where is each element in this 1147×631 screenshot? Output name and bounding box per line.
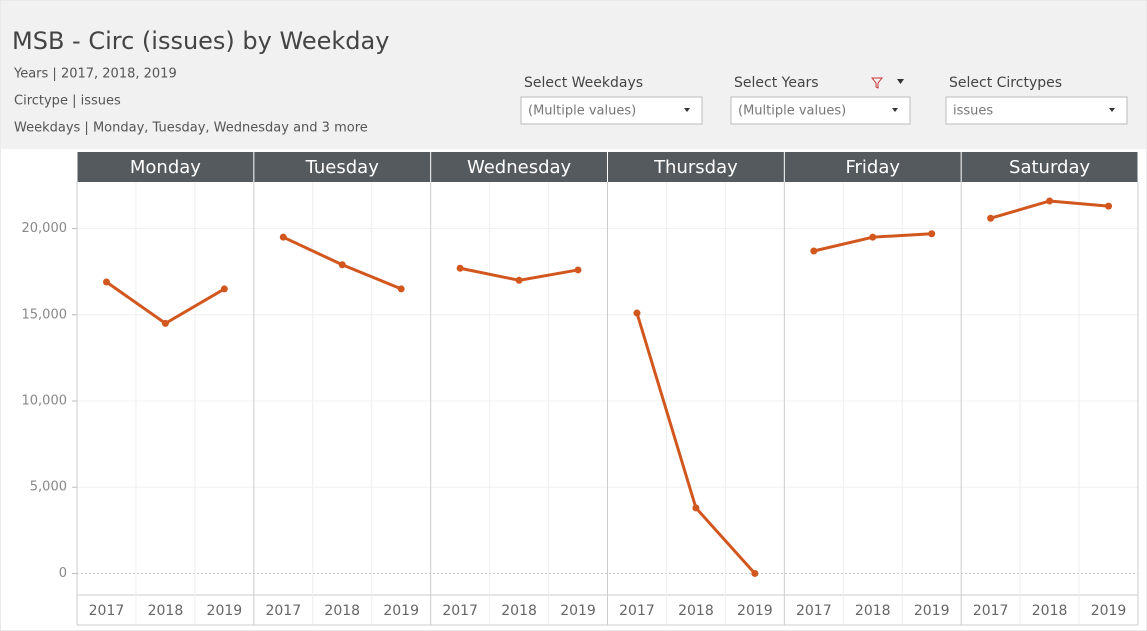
point bbox=[161, 319, 169, 327]
subtitle: Circtype | issues bbox=[14, 94, 121, 109]
point bbox=[633, 309, 641, 317]
x-tick-label: 2018 bbox=[501, 603, 537, 619]
x-tick-label: 2017 bbox=[796, 603, 832, 619]
panel-header bbox=[77, 152, 254, 182]
y-tick-label: 0 bbox=[59, 566, 67, 581]
x-tick-label: 2019 bbox=[914, 603, 950, 619]
point bbox=[810, 247, 818, 255]
y-tick-label: 15,000 bbox=[22, 307, 68, 322]
point bbox=[338, 261, 346, 269]
title: MSB - Circ (issues) by Weekday bbox=[12, 27, 389, 55]
panel-label: Friday bbox=[845, 157, 900, 178]
point bbox=[574, 266, 582, 274]
x-tick-label: 2019 bbox=[383, 603, 419, 619]
dropdown-value: issues bbox=[953, 104, 993, 119]
dropdown-value: (Multiple values) bbox=[738, 104, 846, 119]
dropdown-arrow bbox=[892, 108, 898, 112]
panel-label: Monday bbox=[130, 157, 201, 178]
point bbox=[515, 276, 523, 284]
panel-label: Thursday bbox=[653, 157, 738, 178]
x-tick-label: 2017 bbox=[973, 603, 1009, 619]
point bbox=[987, 214, 995, 222]
filter-label: Select Years bbox=[734, 75, 819, 91]
point bbox=[1105, 202, 1113, 210]
subtitle: Years | 2017, 2018, 2019 bbox=[13, 67, 177, 82]
filter-label: Select Weekdays bbox=[524, 75, 643, 91]
filter-menu-arrow[interactable] bbox=[897, 79, 904, 84]
point bbox=[279, 233, 287, 241]
x-tick-label: 2017 bbox=[265, 603, 301, 619]
y-tick-label: 20,000 bbox=[22, 221, 68, 236]
y-tick-label: 5,000 bbox=[30, 480, 67, 495]
point bbox=[751, 569, 759, 577]
x-tick-label: 2017 bbox=[89, 603, 125, 619]
panel-header bbox=[608, 152, 784, 182]
point bbox=[397, 285, 405, 293]
filter-label: Select Circtypes bbox=[949, 75, 1062, 91]
dropdown[interactable] bbox=[945, 96, 1128, 125]
x-tick-label: 2019 bbox=[1091, 603, 1127, 619]
x-tick-label: 2018 bbox=[1032, 603, 1068, 619]
x-tick-label: 2019 bbox=[560, 603, 596, 619]
point bbox=[220, 285, 228, 293]
panel-label: Tuesday bbox=[305, 157, 380, 178]
point bbox=[928, 230, 936, 238]
x-tick-label: 2017 bbox=[442, 603, 478, 619]
point bbox=[1046, 197, 1054, 205]
point bbox=[102, 278, 110, 286]
panel-label: Wednesday bbox=[467, 157, 572, 178]
point bbox=[869, 233, 877, 241]
x-tick-label: 2018 bbox=[678, 603, 714, 619]
dropdown[interactable] bbox=[520, 96, 703, 125]
panel-header bbox=[961, 152, 1138, 182]
x-tick-label: 2017 bbox=[619, 603, 655, 619]
dropdown-arrow bbox=[1109, 108, 1115, 112]
x-tick-label: 2018 bbox=[855, 603, 891, 619]
y-tick-label: 10,000 bbox=[22, 394, 68, 409]
x-tick-label: 2018 bbox=[324, 603, 360, 619]
panel-header bbox=[784, 152, 961, 182]
subtitle: Weekdays | Monday, Tuesday, Wednesday an… bbox=[14, 121, 368, 136]
x-tick-label: 2019 bbox=[207, 603, 243, 619]
dropdown-value: (Multiple values) bbox=[528, 104, 636, 119]
point bbox=[456, 264, 464, 272]
filter-icon[interactable] bbox=[870, 77, 884, 89]
x-tick-label: 2019 bbox=[737, 603, 773, 619]
panel-header bbox=[254, 152, 431, 182]
dropdown[interactable] bbox=[730, 96, 911, 125]
x-tick-label: 2018 bbox=[148, 603, 184, 619]
panel-header bbox=[431, 152, 607, 182]
dropdown-arrow bbox=[684, 108, 690, 112]
point bbox=[692, 504, 700, 512]
panel-label: Saturday bbox=[1009, 157, 1090, 178]
